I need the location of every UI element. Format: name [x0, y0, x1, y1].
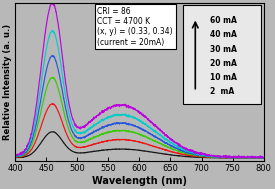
X-axis label: Wavelength (nm): Wavelength (nm): [92, 176, 187, 186]
FancyBboxPatch shape: [183, 5, 261, 104]
Text: CRI = 86
CCT = 4700 K
(x, y) = (0.33, 0.34)
(current = 20mA): CRI = 86 CCT = 4700 K (x, y) = (0.33, 0.…: [97, 7, 173, 47]
Text: 20 mA: 20 mA: [210, 59, 237, 68]
Text: 10 mA: 10 mA: [210, 73, 237, 82]
Text: 2  mA: 2 mA: [210, 87, 235, 96]
Text: 30 mA: 30 mA: [210, 45, 237, 54]
Text: 60 mA: 60 mA: [210, 16, 237, 25]
Text: 40 mA: 40 mA: [210, 30, 237, 40]
Y-axis label: Relative Intensity (a. u.): Relative Intensity (a. u.): [4, 24, 12, 140]
